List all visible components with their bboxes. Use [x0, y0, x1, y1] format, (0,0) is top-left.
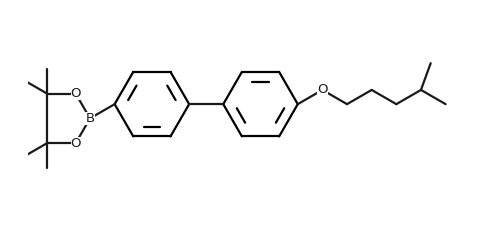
Text: O: O: [317, 83, 328, 96]
Text: O: O: [71, 136, 81, 150]
Text: O: O: [71, 87, 81, 100]
Text: B: B: [85, 112, 95, 125]
